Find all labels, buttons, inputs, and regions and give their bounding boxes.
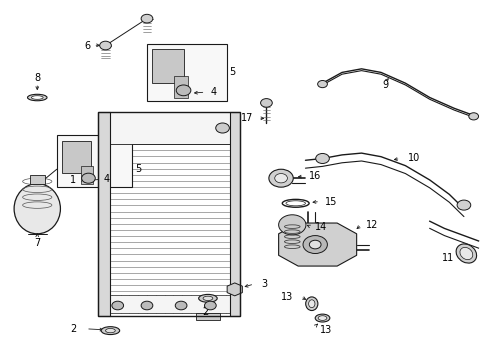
Text: 1: 1 (70, 175, 76, 185)
Bar (103, 112, 234, 144)
Text: 4: 4 (210, 87, 216, 97)
Text: 8: 8 (34, 73, 40, 83)
Circle shape (141, 301, 153, 310)
Circle shape (278, 215, 305, 235)
Circle shape (468, 113, 478, 120)
Text: 6: 6 (84, 41, 91, 50)
Ellipse shape (198, 294, 217, 302)
Circle shape (112, 301, 123, 310)
Text: 12: 12 (366, 220, 378, 230)
Text: 5: 5 (135, 164, 141, 174)
Text: 11: 11 (441, 253, 453, 263)
Circle shape (274, 174, 287, 183)
Text: 3: 3 (261, 279, 267, 289)
Text: 17: 17 (241, 113, 253, 123)
Bar (30, 175, 44, 184)
Ellipse shape (203, 296, 212, 301)
Circle shape (309, 240, 321, 249)
Text: 2: 2 (202, 307, 208, 317)
Text: 9: 9 (382, 80, 388, 90)
Text: 13: 13 (281, 292, 293, 302)
Circle shape (215, 123, 229, 133)
Circle shape (268, 169, 293, 187)
Ellipse shape (305, 297, 317, 311)
Ellipse shape (455, 244, 476, 263)
Circle shape (141, 14, 153, 23)
Text: 4: 4 (103, 174, 109, 184)
Bar (229, 112, 239, 316)
Bar (98, 112, 110, 316)
Circle shape (456, 200, 470, 210)
Bar (98, 112, 239, 316)
Text: 10: 10 (407, 153, 419, 163)
Ellipse shape (105, 328, 115, 333)
Bar (147, 44, 227, 101)
Ellipse shape (31, 96, 43, 99)
Bar (81, 166, 93, 184)
Bar (195, 313, 220, 320)
Ellipse shape (14, 184, 61, 234)
Circle shape (260, 99, 272, 107)
Ellipse shape (459, 247, 472, 260)
Ellipse shape (101, 327, 120, 334)
Text: 16: 16 (308, 171, 321, 181)
Bar (103, 295, 234, 313)
Circle shape (81, 173, 95, 183)
Ellipse shape (318, 316, 326, 320)
Circle shape (175, 301, 186, 310)
Circle shape (317, 81, 327, 87)
Ellipse shape (27, 94, 47, 101)
Circle shape (204, 301, 216, 310)
Text: 15: 15 (325, 197, 337, 207)
Bar (57, 135, 132, 187)
Ellipse shape (308, 300, 314, 308)
Bar (173, 76, 188, 98)
Text: 7: 7 (34, 238, 41, 248)
Circle shape (303, 235, 327, 253)
Circle shape (100, 41, 111, 50)
Ellipse shape (315, 314, 329, 322)
Polygon shape (278, 223, 356, 266)
Text: 2: 2 (70, 324, 76, 334)
Circle shape (315, 153, 329, 163)
Text: 5: 5 (228, 67, 235, 77)
Text: 13: 13 (320, 325, 332, 335)
Bar (152, 49, 183, 83)
FancyBboxPatch shape (61, 140, 91, 173)
Text: 14: 14 (315, 222, 327, 232)
Circle shape (176, 85, 190, 96)
